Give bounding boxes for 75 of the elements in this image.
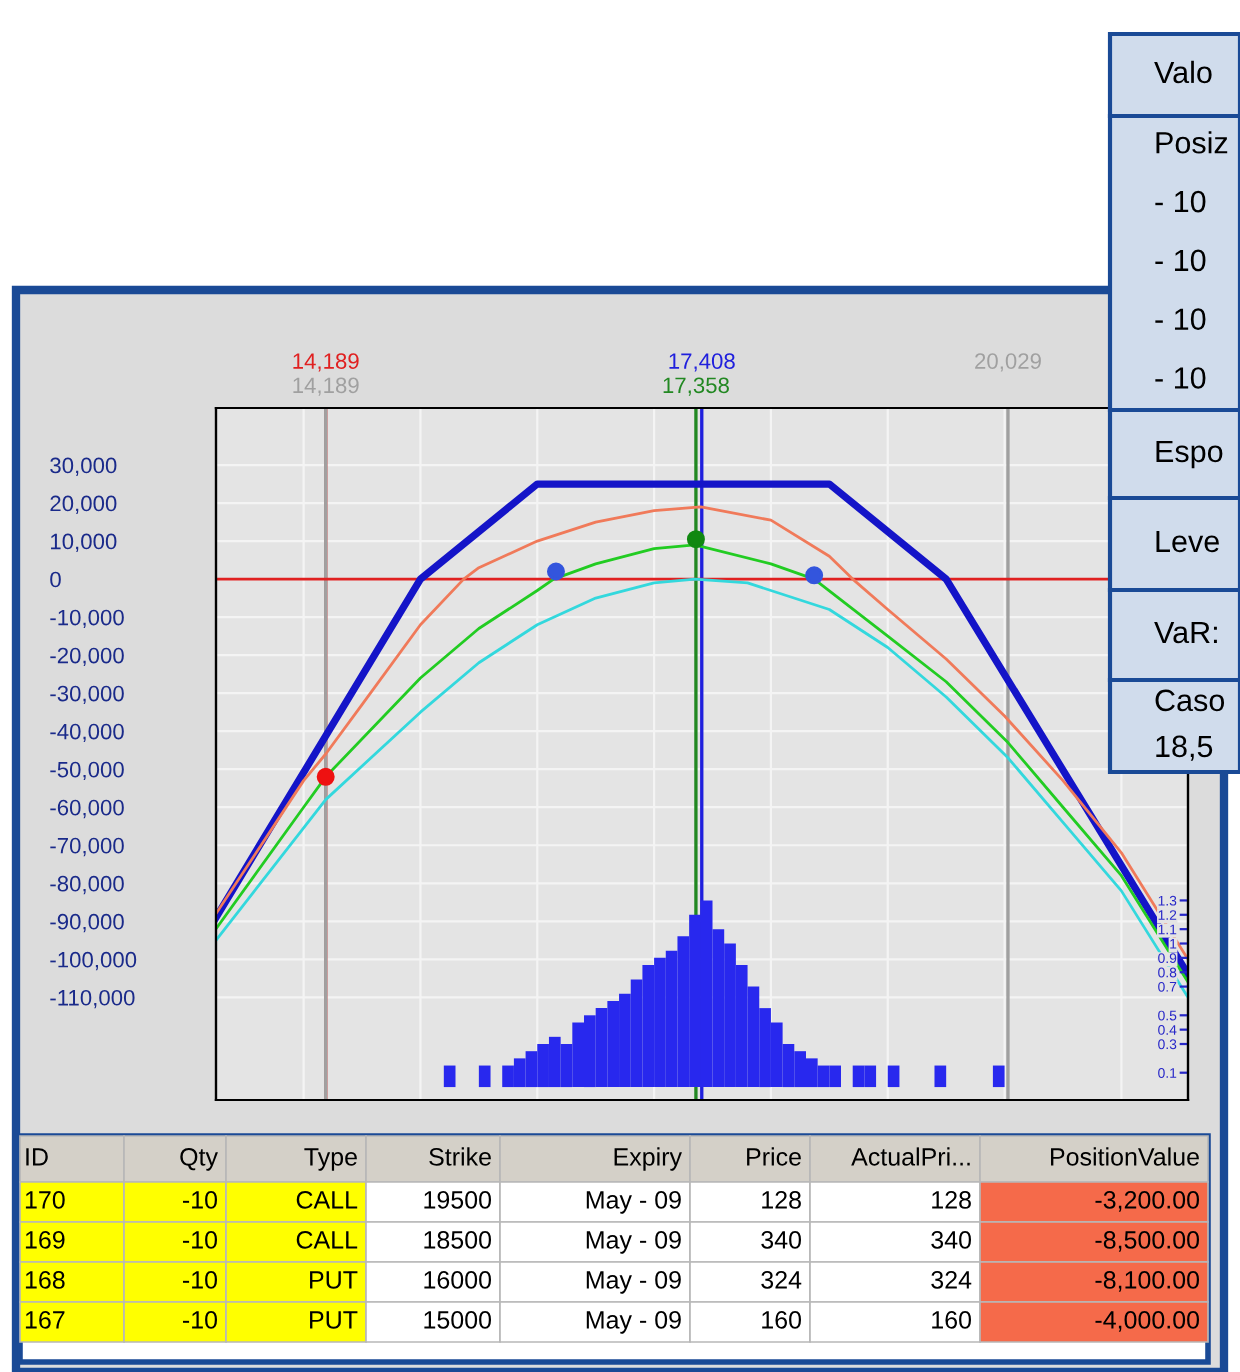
text: 128 [762,1191,801,1209]
text: CALL [296,1191,358,1209]
text: Qty [180,1148,218,1171]
y-tick-label: -10,000 [50,609,124,629]
annotation: Leve [1156,530,1219,553]
text: 340 [761,1231,802,1249]
y-tick-label: -20,000 [50,647,124,667]
text: 19500 [424,1191,492,1209]
text: -8,100.00 [1095,1271,1200,1292]
text: ActualPri... [851,1147,970,1166]
ref-line-label: 14,189 [293,377,359,396]
text: Type [304,1148,357,1171]
y-tick-label: -30,000 [50,685,124,705]
annotation: Espo [1156,440,1223,469]
text: -8,500.00 [1095,1231,1200,1252]
text: Strike [429,1147,491,1166]
ref-line-label: 17,408 [669,353,735,372]
point [805,566,824,585]
annotation: 18,5 [1156,735,1213,761]
ref-line-label: 20,029 [975,353,1041,372]
y-tick-label: -110,000 [50,989,135,1009]
text: 324 [761,1271,802,1289]
text: 324 [931,1271,972,1289]
point [316,767,335,786]
point [546,562,565,581]
text: -4,000.00 [1095,1311,1200,1332]
y-tick-label: -70,000 [50,837,124,857]
text: May - 09 [586,1271,681,1294]
point [686,530,705,549]
text: 169 [25,1231,65,1249]
text: 160 [932,1311,972,1329]
text: -10 [182,1231,218,1249]
text: 18500 [424,1231,492,1249]
text: ID [26,1148,48,1166]
text: 170 [25,1191,65,1209]
y-tick-label: -40,000 [50,723,124,743]
text: Posiz [1156,131,1228,154]
text: -10 [182,1271,218,1289]
text: Price [747,1147,801,1166]
annotation: Caso [1155,689,1225,712]
y-tick-label: -60,000 [50,799,124,819]
text: 168 [25,1271,65,1289]
text: PositionValue [1051,1147,1199,1166]
y-tick-label: 30,000 [50,457,117,476]
text: - 10 [1155,308,1206,330]
annotation: VaR: [1154,621,1217,644]
y-tick-label: -100,000 [50,951,137,971]
text: Valo [1154,60,1212,84]
y-tick-label: 20,000 [50,495,117,514]
y-tick-label: 10,000 [51,533,117,552]
text: 16000 [424,1271,492,1289]
text: 340 [931,1231,972,1249]
text: CALL [296,1231,358,1249]
text: -10 [182,1191,218,1209]
text: May - 09 [586,1311,681,1334]
text: -3,200.00 [1095,1191,1200,1212]
text: PUT [310,1311,358,1329]
text: Expiry [614,1147,682,1171]
ref-line-label: 14,189 [293,353,359,372]
text: PUT [310,1271,358,1289]
text: - 10 [1155,249,1206,272]
y-tick-label: -80,000 [50,875,124,895]
ref-line-label: 17,358 [663,377,729,396]
text: 128 [932,1191,971,1209]
text: - 10 [1155,367,1206,389]
y-tick-label: 0 [50,571,61,588]
y-tick-label: -90,000 [50,913,124,933]
text: 160 [762,1311,802,1329]
text: 167 [25,1311,65,1329]
text: -10 [182,1311,218,1329]
text: May - 09 [586,1231,681,1254]
text: - 10 [1155,190,1206,213]
text: May - 09 [586,1191,681,1214]
text: 15000 [424,1311,492,1329]
y-tick-label: -50,000 [50,761,124,781]
